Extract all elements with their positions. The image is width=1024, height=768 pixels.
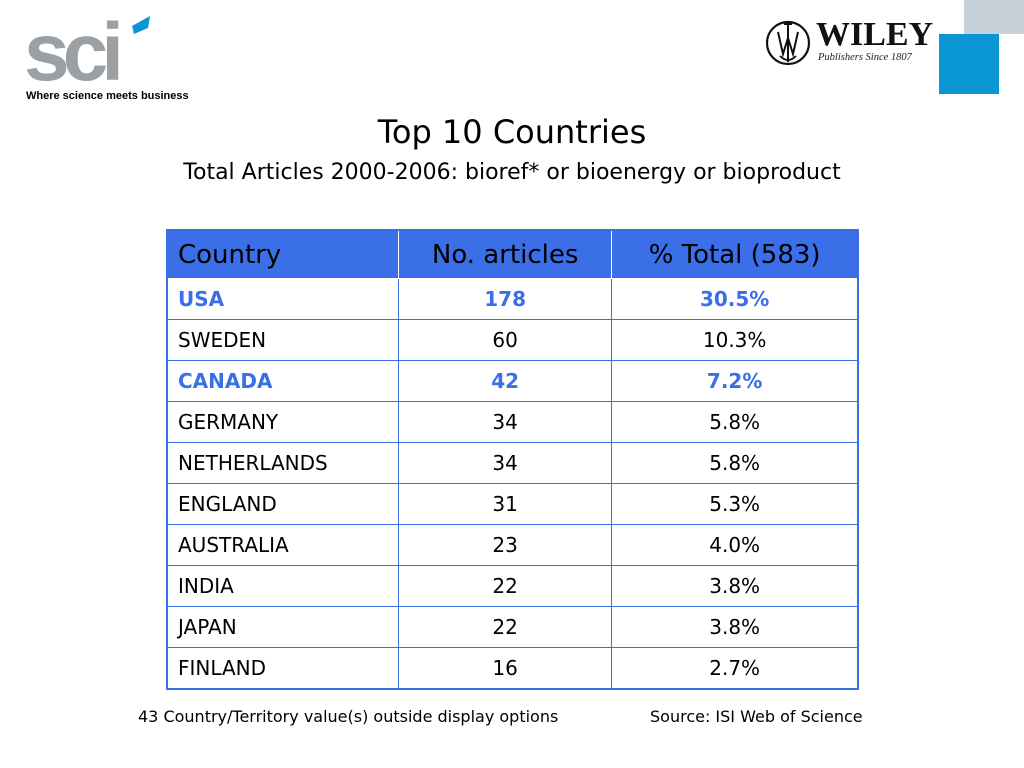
table-row: USA 178 30.5%: [166, 278, 859, 320]
cell-articles: 34: [397, 442, 613, 484]
cell-articles: 60: [397, 319, 613, 361]
sci-tagline: Where science meets business: [26, 90, 189, 102]
wiley-subtitle: Publishers Since 1807: [818, 52, 912, 63]
table-row: ENGLAND 31 5.3%: [166, 483, 859, 525]
header-country: Country: [167, 230, 399, 279]
sci-logo-wordmark: sci: [24, 14, 118, 86]
cell-country: JAPAN: [166, 606, 399, 648]
header-articles: No. articles: [397, 230, 613, 279]
cell-percent: 5.8%: [611, 442, 859, 484]
table-row: SWEDEN 60 10.3%: [166, 319, 859, 361]
table-header-row: Country No. articles % Total (583): [167, 230, 858, 279]
decor-blue-square: [939, 34, 999, 94]
cell-percent: 5.3%: [611, 483, 859, 525]
cell-articles: 178: [397, 278, 613, 320]
cell-articles: 31: [397, 483, 613, 525]
table-row: AUSTRALIA 23 4.0%: [166, 524, 859, 566]
cell-country: ENGLAND: [166, 483, 399, 525]
table-row: NETHERLANDS 34 5.8%: [166, 442, 859, 484]
cell-country: NETHERLANDS: [166, 442, 399, 484]
cell-articles: 22: [397, 606, 613, 648]
cell-articles: 16: [397, 647, 613, 690]
cell-articles: 23: [397, 524, 613, 566]
cell-country: INDIA: [166, 565, 399, 607]
footnote-outside-display: 43 Country/Territory value(s) outside di…: [138, 707, 559, 726]
cell-percent: 4.0%: [611, 524, 859, 566]
sci-logo: sci Where science meets business: [24, 14, 204, 106]
cell-percent: 30.5%: [611, 278, 859, 320]
cell-percent: 10.3%: [611, 319, 859, 361]
header-percent-total: % Total (583): [611, 230, 858, 279]
table-row: JAPAN 22 3.8%: [166, 606, 859, 648]
cell-articles: 42: [397, 360, 613, 402]
table-row: INDIA 22 3.8%: [166, 565, 859, 607]
table-row: CANADA 42 7.2%: [166, 360, 859, 402]
slide-title: Top 10 Countries: [377, 113, 647, 151]
cell-country: USA: [166, 278, 399, 320]
sci-logo-mark: sci: [24, 14, 150, 86]
cell-percent: 3.8%: [611, 565, 859, 607]
slide-subtitle: Total Articles 2000-2006: bioref* or bio…: [183, 160, 841, 185]
cell-percent: 3.8%: [611, 606, 859, 648]
cell-articles: 22: [397, 565, 613, 607]
wiley-emblem-icon: [766, 20, 811, 66]
cell-country: FINLAND: [166, 647, 399, 690]
cell-percent: 5.8%: [611, 401, 859, 443]
wiley-wordmark: WILEY: [816, 16, 934, 53]
cell-country: CANADA: [166, 360, 399, 402]
footnote-source: Source: ISI Web of Science: [650, 707, 863, 726]
cell-country: GERMANY: [166, 401, 399, 443]
table-row: FINLAND 16 2.7%: [166, 647, 859, 690]
decor-grey-square: [964, 0, 1024, 34]
wiley-logo: WILEY Publishers Since 1807: [766, 16, 936, 70]
cell-percent: 2.7%: [611, 647, 859, 690]
sci-logo-swoosh: [132, 16, 150, 34]
countries-table: Country No. articles % Total (583) USA 1…: [166, 229, 859, 690]
cell-country: SWEDEN: [166, 319, 399, 361]
cell-percent: 7.2%: [611, 360, 859, 402]
cell-articles: 34: [397, 401, 613, 443]
cell-country: AUSTRALIA: [166, 524, 399, 566]
table-row: GERMANY 34 5.8%: [166, 401, 859, 443]
